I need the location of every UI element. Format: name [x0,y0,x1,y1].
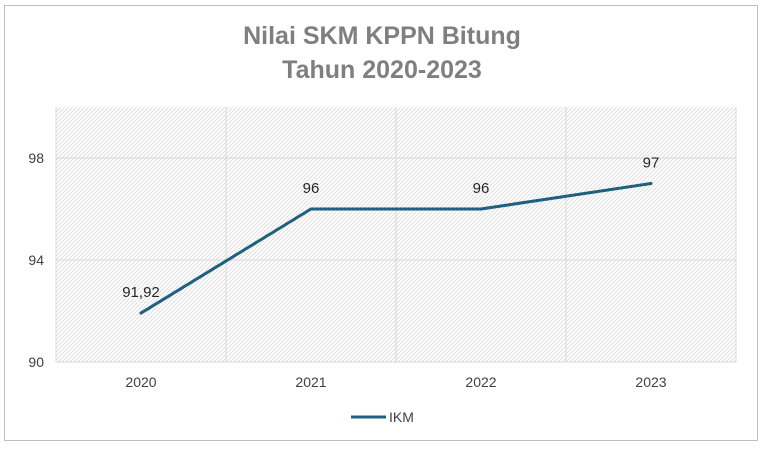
legend: IKM [351,409,414,425]
data-point [139,311,143,315]
data-label: 91,92 [122,284,160,301]
chart-title-line-2: Tahun 2020-2023 [282,56,482,84]
axis-labels: 90 94 98 2020 2021 2022 2023 [28,150,666,390]
chart-title-line-1: Nilai SKM KPPN Bitung [243,22,521,50]
data-labels: 91,92 96 96 97 [122,155,659,302]
grid-lines [55,107,737,363]
x-tick-label: 2022 [465,374,496,390]
y-tick-label: 98 [28,150,44,166]
data-point [649,182,653,185]
data-point [309,207,313,211]
x-tick-label: 2021 [295,374,326,390]
x-tick-label: 2023 [635,374,666,390]
series-layer [139,182,653,315]
x-tick-label: 2020 [125,374,156,390]
data-label: 96 [473,180,490,197]
data-point [479,207,483,211]
y-tick-label: 94 [28,252,44,268]
data-label: 97 [643,155,660,172]
legend-label-ikm: IKM [389,409,414,425]
y-tick-label: 90 [28,354,44,370]
data-label: 96 [303,180,320,197]
series-line-ikm [139,182,653,315]
